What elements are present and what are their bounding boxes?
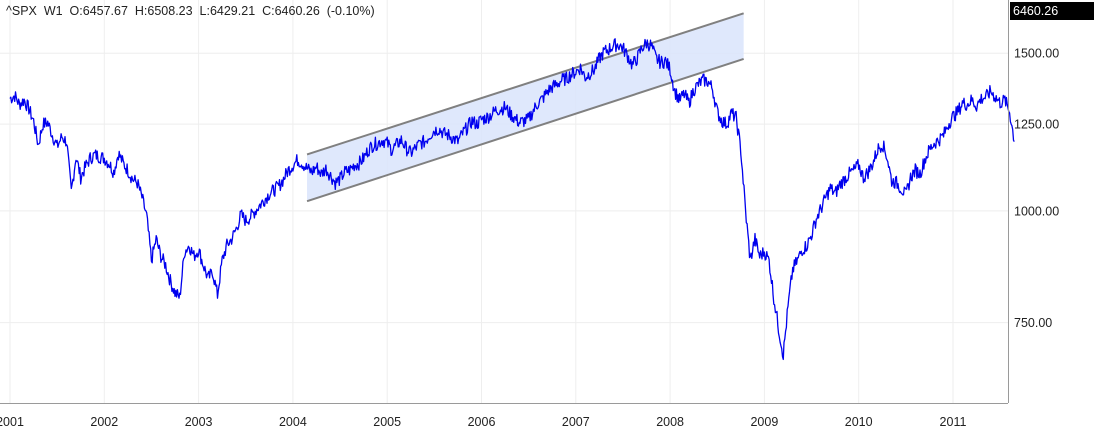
x-tick-label: 2011: [940, 415, 967, 429]
y-tick-label: 750.00: [1014, 316, 1052, 330]
symbol-label: ^SPX: [6, 4, 37, 18]
channel-lower-line: [306, 57, 744, 203]
x-tick-label: 2004: [279, 415, 307, 429]
change-value: (-0.10%): [326, 4, 375, 18]
x-tick-label: 2005: [373, 415, 401, 429]
x-tick-label: 2009: [750, 415, 778, 429]
timeframe-label: W1: [43, 4, 63, 18]
x-tick-label: 2003: [185, 415, 213, 429]
x-tick-label: 2002: [90, 415, 118, 429]
channel-fill: [307, 13, 744, 202]
x-tick-label: 2006: [468, 415, 496, 429]
ohlc-header: ^SPX W1 O:6457.67 H:6508.23 L:6429.21 C:…: [6, 4, 375, 18]
y-tick-label: 1500.00: [1014, 47, 1059, 61]
last-price-badge: 6460.26: [1010, 2, 1094, 20]
y-tick-label: 1250.00: [1014, 118, 1059, 132]
x-tick-label: 2010: [845, 415, 873, 429]
x-tick-label: 2007: [562, 415, 590, 429]
close-value: C:6460.26: [262, 4, 320, 18]
price-series: [9, 38, 1015, 361]
channel-upper-line: [306, 12, 744, 156]
x-tick-label: 2008: [656, 415, 684, 429]
trend-channel[interactable]: [306, 12, 744, 203]
price-line: [9, 38, 1015, 361]
open-value: O:6457.67: [69, 4, 128, 18]
grid: [0, 0, 1008, 403]
low-value: L:6429.21: [199, 4, 256, 18]
x-tick-label: 2001: [0, 415, 24, 429]
high-value: H:6508.23: [134, 4, 193, 18]
axes: 2001 2002 2003 2004 2005 2006 2007 2008 2009 2010…: [0, 0, 1059, 429]
y-tick-label: 1000.00: [1014, 204, 1059, 218]
